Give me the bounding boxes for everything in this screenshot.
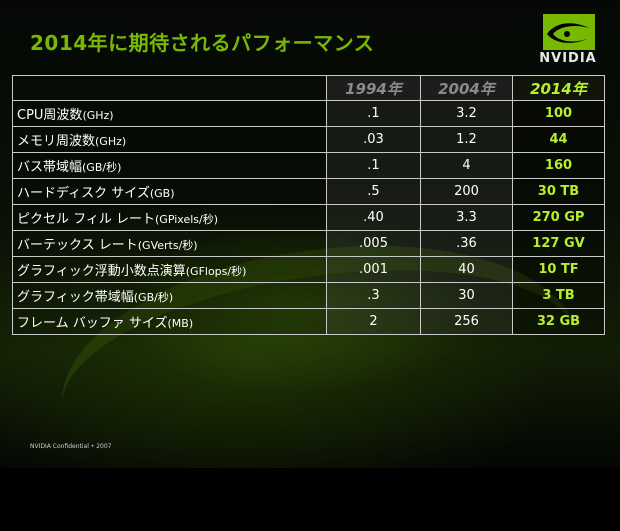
header-2014: 2014年 xyxy=(512,75,605,101)
value-2004: 4 xyxy=(420,152,513,179)
value-2014: 270 GP xyxy=(512,204,605,231)
row-label: バーテックス レート(GVerts/秒) xyxy=(12,230,327,257)
value-2004: 30 xyxy=(420,282,513,309)
value-2004: 1.2 xyxy=(420,126,513,153)
metric-name: バーテックス レート xyxy=(17,238,138,253)
metric-unit: (GHz) xyxy=(95,135,127,148)
value-1994: .005 xyxy=(326,230,421,257)
value-1994: .3 xyxy=(326,282,421,309)
table-row: メモリ周波数(GHz) .03 1.2 44 xyxy=(12,126,605,153)
header-1994: 1994年 xyxy=(326,75,421,101)
metric-unit: (GHz) xyxy=(82,109,114,122)
slide-title: 2014年に期待されるパフォーマンス xyxy=(30,31,375,55)
nvidia-eye-icon xyxy=(543,14,595,50)
table-row: ピクセル フィル レート(GPixels/秒) .40 3.3 270 GP xyxy=(12,204,605,231)
footer-text: NVIDIA Confidential • 2007 xyxy=(30,443,112,450)
metric-unit: (GVerts/秒) xyxy=(137,239,198,252)
logo-text: NVIDIA xyxy=(539,51,597,66)
value-1994: .1 xyxy=(326,152,421,179)
table-row: グラフィック帯域幅(GB/秒) .3 30 3 TB xyxy=(12,282,605,309)
metric-name: CPU周波数 xyxy=(17,108,83,123)
table-row: CPU周波数(GHz) .1 3.2 100 xyxy=(12,100,605,127)
row-label: CPU周波数(GHz) xyxy=(12,100,327,127)
row-label: フレーム バッファ サイズ(MB) xyxy=(12,308,327,335)
header-2004: 2004年 xyxy=(420,75,513,101)
metric-name: グラフィック帯域幅 xyxy=(17,290,134,305)
table-row: グラフィック浮動小数点演算(GFlops/秒) .001 40 10 TF xyxy=(12,256,605,283)
metric-unit: (GPixels/秒) xyxy=(155,213,219,226)
value-1994: 2 xyxy=(326,308,421,335)
value-2014: 3 TB xyxy=(512,282,605,309)
metric-unit: (GFlops/秒) xyxy=(185,265,247,278)
table-row: ハードディスク サイズ(GB) .5 200 30 TB xyxy=(12,178,605,205)
table-row: フレーム バッファ サイズ(MB) 2 256 32 GB xyxy=(12,308,605,335)
value-2014: 10 TF xyxy=(512,256,605,283)
value-2014: 160 xyxy=(512,152,605,179)
value-2014: 127 GV xyxy=(512,230,605,257)
row-label: ハードディスク サイズ(GB) xyxy=(12,178,327,205)
value-2004: 3.2 xyxy=(420,100,513,127)
row-label: メモリ周波数(GHz) xyxy=(12,126,327,153)
value-2014: 100 xyxy=(512,100,605,127)
metric-name: ハードディスク サイズ xyxy=(17,186,150,201)
value-2014: 30 TB xyxy=(512,178,605,205)
value-2014: 32 GB xyxy=(512,308,605,335)
row-label: ピクセル フィル レート(GPixels/秒) xyxy=(12,204,327,231)
value-1994: .001 xyxy=(326,256,421,283)
metric-name: ピクセル フィル レート xyxy=(17,212,156,227)
value-2004: 256 xyxy=(420,308,513,335)
metric-name: バス帯域幅 xyxy=(17,160,83,175)
table-row: バーテックス レート(GVerts/秒) .005 .36 127 GV xyxy=(12,230,605,257)
metric-unit: (GB) xyxy=(149,187,175,200)
value-2004: .36 xyxy=(420,230,513,257)
metric-unit: (GB/秒) xyxy=(82,161,122,174)
metric-name: フレーム バッファ サイズ xyxy=(17,316,168,331)
metric-unit: (GB/秒) xyxy=(133,291,174,304)
header-blank xyxy=(12,75,327,101)
metric-name: グラフィック浮動小数点演算 xyxy=(17,264,186,279)
value-2004: 200 xyxy=(420,178,513,205)
performance-table: 1994年 2004年 2014年 CPU周波数(GHz) .1 3.2 100… xyxy=(12,75,605,335)
metric-unit: (MB) xyxy=(167,317,194,330)
row-label: グラフィック浮動小数点演算(GFlops/秒) xyxy=(12,256,327,283)
row-label: グラフィック帯域幅(GB/秒) xyxy=(12,282,327,309)
value-1994: .5 xyxy=(326,178,421,205)
value-2014: 44 xyxy=(512,126,605,153)
value-1994: .40 xyxy=(326,204,421,231)
value-1994: .03 xyxy=(326,126,421,153)
value-1994: .1 xyxy=(326,100,421,127)
metric-name: メモリ周波数 xyxy=(17,134,96,149)
nvidia-logo: NVIDIA xyxy=(535,14,601,68)
row-label: バス帯域幅(GB/秒) xyxy=(12,152,327,179)
value-2004: 3.3 xyxy=(420,204,513,231)
value-2004: 40 xyxy=(420,256,513,283)
table-row: バス帯域幅(GB/秒) .1 4 160 xyxy=(12,152,605,179)
table-header-row: 1994年 2004年 2014年 xyxy=(12,75,605,101)
